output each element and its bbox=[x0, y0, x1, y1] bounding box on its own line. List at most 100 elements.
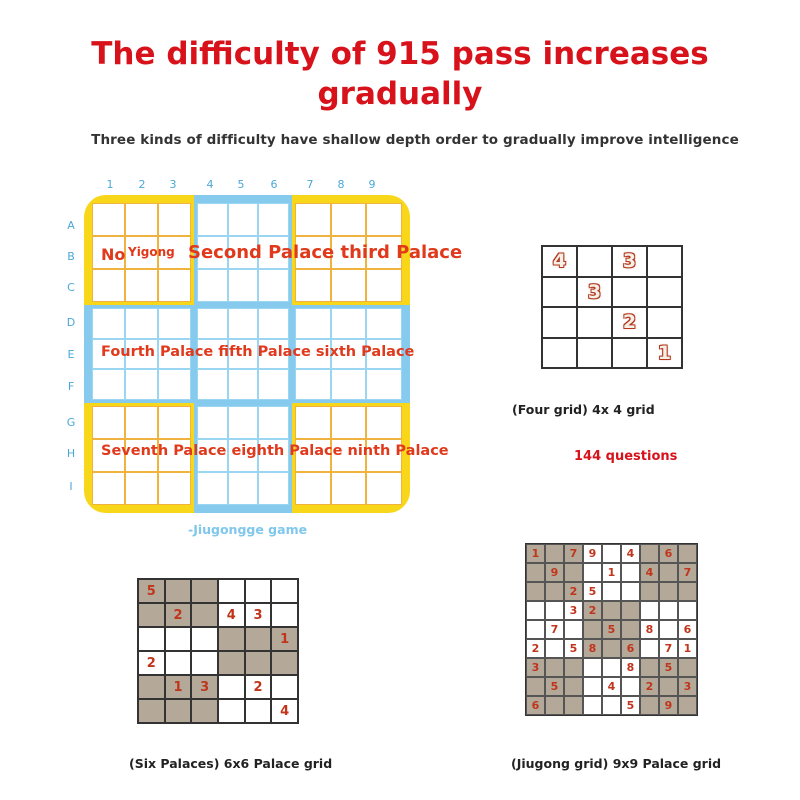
nine-grid-cell: 7 bbox=[564, 544, 583, 563]
four-grid-cell bbox=[542, 307, 577, 338]
row-letter: D bbox=[66, 316, 76, 329]
nine-grid-cell bbox=[640, 696, 659, 715]
board-cell bbox=[92, 439, 125, 472]
four-grid-cell bbox=[577, 307, 612, 338]
nine-grid-cell: 5 bbox=[564, 639, 583, 658]
six-grid-cell: 1 bbox=[164, 675, 192, 699]
nine-grid-cell bbox=[621, 582, 640, 601]
board-cell bbox=[366, 406, 402, 439]
four-grid-cell: 1 bbox=[647, 337, 682, 368]
column-number: 5 bbox=[237, 178, 245, 191]
nine-grid-cell bbox=[640, 582, 659, 601]
board-cell bbox=[125, 472, 158, 505]
nine-grid-cell bbox=[545, 658, 564, 677]
board-cell bbox=[227, 338, 259, 370]
four-grid-cell bbox=[577, 337, 612, 368]
board-cell bbox=[227, 472, 259, 505]
nine-grid-cell: 5 bbox=[602, 620, 621, 639]
nine-grid-cell: 8 bbox=[640, 620, 659, 639]
palace-block bbox=[84, 403, 194, 513]
board-cell bbox=[258, 439, 289, 472]
palace-block bbox=[194, 403, 292, 513]
four-grid-cell: 3 bbox=[612, 246, 647, 277]
nine-grid-cell: 3 bbox=[564, 601, 583, 620]
nine-grid-caption: (Jiugong grid) 9x9 Palace grid bbox=[511, 756, 722, 771]
board-cell bbox=[227, 406, 259, 439]
palace-block bbox=[84, 195, 194, 305]
nine-grid-cell bbox=[678, 601, 697, 620]
board-cell bbox=[197, 308, 228, 339]
nine-grid-cell bbox=[583, 696, 602, 715]
nine-grid-cell bbox=[564, 563, 583, 582]
nine-grid-cell bbox=[545, 601, 564, 620]
palace-block bbox=[194, 195, 292, 305]
six-grid-cell bbox=[271, 579, 298, 603]
six-grid-cell bbox=[191, 603, 218, 627]
board-cell bbox=[366, 203, 402, 236]
board-cell bbox=[158, 269, 191, 302]
row-letter: A bbox=[67, 219, 75, 232]
six-grid-cell: 4 bbox=[271, 699, 298, 723]
six-grid-cell bbox=[217, 699, 245, 723]
six-grid-cell bbox=[191, 579, 218, 603]
board-cell bbox=[158, 472, 191, 505]
board-cell bbox=[227, 369, 259, 400]
board-cell bbox=[227, 308, 259, 339]
nine-grid-cell bbox=[526, 677, 545, 696]
board-cell bbox=[227, 269, 259, 302]
board-cell bbox=[125, 203, 158, 236]
nine-grid-cell bbox=[659, 563, 678, 582]
nine-grid-cell bbox=[602, 658, 621, 677]
nine-grid-cell: 7 bbox=[659, 639, 678, 658]
four-grid-cell bbox=[647, 307, 682, 338]
four-grid-cell bbox=[542, 276, 577, 307]
row-letter: F bbox=[67, 380, 75, 393]
six-grid-cell: 5 bbox=[138, 579, 165, 603]
board-cell bbox=[295, 472, 331, 505]
board-cell bbox=[258, 369, 289, 400]
board-cell bbox=[330, 406, 367, 439]
board-cell bbox=[258, 203, 289, 236]
board-cell bbox=[197, 406, 228, 439]
nine-grid-cell: 5 bbox=[621, 696, 640, 715]
six-grid-cell bbox=[138, 603, 165, 627]
palace-label-yigong: Yigong bbox=[128, 245, 175, 259]
six-grid-cell bbox=[244, 699, 272, 723]
nine-grid-cell bbox=[621, 620, 640, 639]
palace-label-row-1: Second Palace third Palace bbox=[188, 242, 463, 263]
nine-grid-cell bbox=[678, 582, 697, 601]
board-cell bbox=[330, 203, 367, 236]
six-grid-cell bbox=[217, 627, 245, 651]
nine-grid-cell bbox=[526, 563, 545, 582]
nine-grid-cell bbox=[602, 582, 621, 601]
board-cell bbox=[330, 338, 367, 370]
board-cell bbox=[295, 308, 331, 339]
board-cell bbox=[295, 406, 331, 439]
board-cell bbox=[92, 269, 125, 302]
board-cell bbox=[227, 236, 259, 269]
six-grid-cell: 2 bbox=[138, 651, 165, 675]
six-grid-cell bbox=[138, 675, 165, 699]
nine-grid-cell bbox=[526, 582, 545, 601]
board-cell bbox=[227, 203, 259, 236]
board-cell bbox=[125, 308, 158, 339]
board-cell bbox=[158, 406, 191, 439]
board-cell bbox=[125, 338, 158, 370]
board-cell bbox=[366, 472, 402, 505]
six-grid-cell: 1 bbox=[271, 627, 298, 651]
nine-grid-cell: 8 bbox=[621, 658, 640, 677]
board-cell bbox=[158, 308, 191, 339]
board-cell bbox=[330, 439, 367, 472]
row-letter: E bbox=[67, 348, 75, 361]
four-grid-cell bbox=[612, 337, 647, 368]
nine-grid-cell bbox=[659, 620, 678, 639]
nine-grid-cell bbox=[602, 639, 621, 658]
nine-grid-cell: 9 bbox=[545, 563, 564, 582]
palace-block bbox=[84, 305, 194, 403]
board-cell bbox=[227, 439, 259, 472]
board-cell bbox=[92, 308, 125, 339]
six-grid-cell bbox=[271, 675, 298, 699]
nine-grid-cell bbox=[640, 639, 659, 658]
six-grid-cell: 3 bbox=[191, 675, 218, 699]
board-cell bbox=[258, 269, 289, 302]
